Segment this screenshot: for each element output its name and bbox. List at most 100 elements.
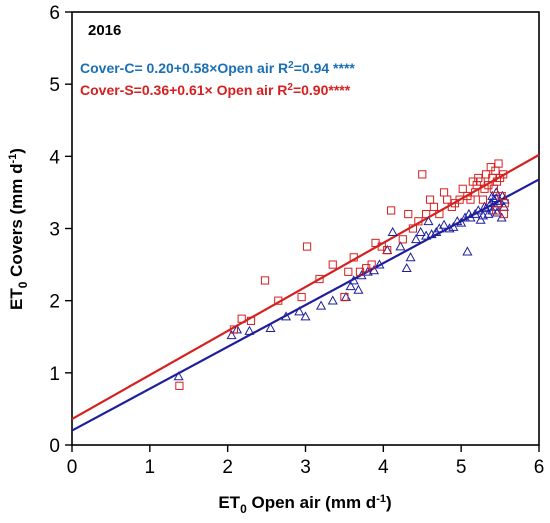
square-point	[478, 195, 488, 204]
square-point	[383, 246, 392, 255]
x-tick-label: 2	[222, 457, 233, 478]
axis-title-text: Covers (mm d	[7, 163, 26, 281]
square-point	[237, 314, 246, 323]
triangle-point	[438, 219, 450, 229]
triangle-point	[448, 221, 459, 231]
triangle-point	[410, 234, 422, 244]
square-point	[499, 170, 508, 179]
axis-title-text: Open air (mm d	[247, 493, 376, 512]
triangle-point	[462, 246, 473, 256]
square-point	[404, 209, 413, 219]
square-point	[425, 195, 435, 204]
triangle-point	[395, 241, 406, 251]
square-point	[499, 209, 509, 219]
axis-title-text: )	[7, 148, 26, 154]
axis-title-superscript: -1	[7, 154, 19, 164]
triangle-point	[491, 207, 503, 217]
panel-label: 2016	[88, 22, 121, 39]
triangle-point	[426, 229, 437, 239]
triangle-point	[345, 281, 356, 291]
triangle-point	[294, 306, 305, 316]
triangle-point	[456, 217, 467, 227]
axis-title-subscript: 0	[16, 281, 30, 288]
square-point	[344, 267, 353, 276]
triangle-point	[387, 226, 398, 236]
triangle-point	[173, 371, 184, 381]
square-point	[398, 235, 407, 244]
triangle-point	[423, 216, 434, 226]
square-point	[466, 195, 475, 204]
x-tick-label: 1	[145, 457, 156, 478]
square-point	[422, 209, 431, 219]
y-tick-label: 1	[49, 364, 60, 385]
square-point	[274, 296, 283, 305]
triangle-point	[327, 295, 338, 305]
square-point	[443, 195, 452, 204]
square-point	[500, 199, 509, 208]
triangle-point	[244, 325, 255, 335]
square-point	[439, 188, 449, 197]
triangle-point	[316, 300, 327, 310]
triangle-point	[340, 291, 352, 301]
square-point	[315, 274, 324, 284]
triangle-point	[348, 275, 359, 285]
triangle-point	[405, 252, 416, 262]
x-tick-label: 5	[456, 457, 467, 478]
x-axis-title: ET0 Open air (mm d-1)	[218, 493, 391, 516]
square-point	[387, 206, 396, 215]
triangle-point	[265, 322, 276, 332]
y-tick-label: 0	[49, 436, 60, 457]
annotation-cover-c: Cover-C= 0.20+0.58×Open air R2=0.94 ****	[80, 60, 355, 76]
annotation-text: =0.94 ****	[294, 60, 356, 76]
x-tick-label: 0	[67, 457, 78, 478]
triangle-point	[415, 226, 426, 236]
square-point	[408, 224, 418, 233]
square-point	[229, 325, 238, 334]
square-point	[455, 195, 464, 204]
triangle-point	[280, 311, 292, 321]
annotation-superscript: 2	[287, 82, 293, 93]
regression-line	[71, 153, 540, 420]
square-point	[175, 381, 184, 390]
triangle-point	[226, 330, 237, 340]
triangle-point	[481, 203, 492, 213]
square-point	[458, 184, 467, 193]
y-tick-label: 6	[49, 3, 60, 24]
triangle-point	[374, 259, 385, 269]
square-point	[297, 292, 306, 302]
y-axis-title: ET0 Covers (mm d-1)	[7, 148, 30, 310]
axis-ticks: 0 1 2 3 4 5 6 0 1 2 3 4 5 6	[49, 3, 544, 478]
square-point	[367, 260, 376, 269]
axis-title-subscript: 0	[240, 502, 247, 516]
triangle-point	[300, 311, 311, 321]
annotation-superscript: 2	[288, 60, 294, 71]
square-point	[340, 292, 349, 302]
y-tick-label: 5	[49, 75, 60, 96]
square-point	[414, 217, 423, 226]
annotation-text: Cover-S=0.36+0.61× Open air R	[80, 82, 287, 98]
triangle-point	[368, 265, 380, 275]
annotation-cover-s: Cover-S=0.36+0.61× Open air R2=0.90****	[80, 82, 351, 98]
square-point	[492, 206, 501, 215]
square-point	[429, 202, 439, 211]
square-point	[435, 209, 444, 219]
axis-title-text: ET	[7, 288, 26, 310]
y-tick-label: 2	[49, 292, 60, 313]
triangle-point	[444, 223, 455, 233]
x-tick-label: 6	[534, 457, 545, 478]
data-points	[173, 159, 510, 390]
triangle-point	[353, 284, 364, 294]
y-tick-label: 4	[49, 147, 60, 168]
square-point	[494, 159, 503, 168]
x-tick-label: 3	[300, 457, 311, 478]
square-point	[260, 276, 270, 285]
axis-title-text: ET	[218, 493, 240, 512]
square-point	[246, 316, 256, 325]
x-tick-label: 4	[378, 457, 389, 478]
annotation-text: =0.90****	[293, 82, 351, 98]
square-point	[302, 242, 312, 251]
annotation-text: Cover-C= 0.20+0.58×Open air R	[80, 60, 288, 76]
y-tick-label: 3	[49, 220, 60, 241]
square-point	[328, 260, 337, 269]
